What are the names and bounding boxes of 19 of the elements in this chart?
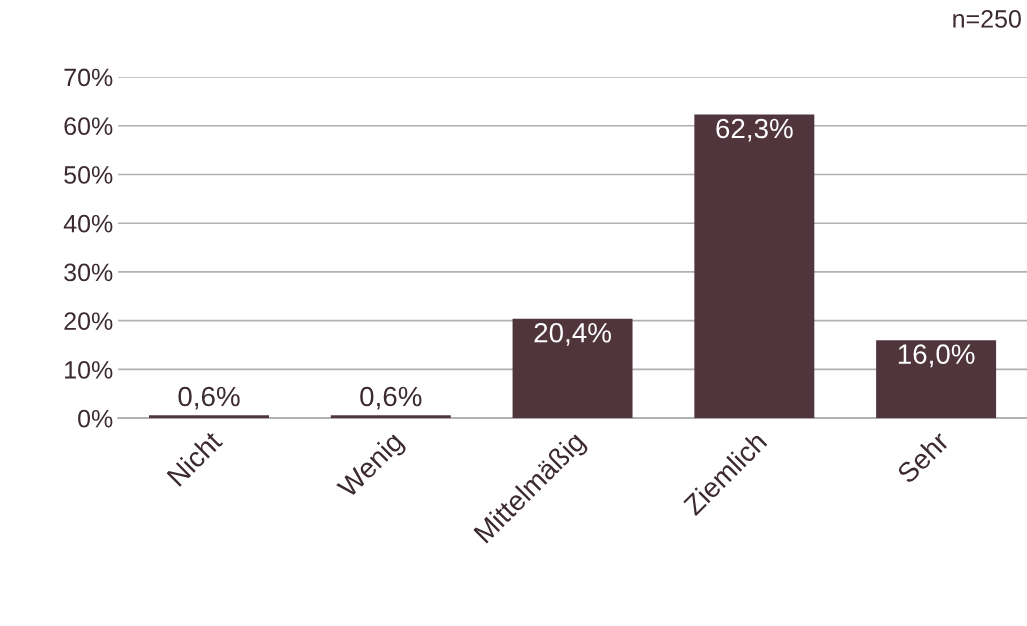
y-tick-label: 10%: [65, 361, 113, 379]
y-tick-label: 0%: [78, 409, 113, 428]
y-tick-label: 50%: [64, 166, 113, 184]
text: n=250: [953, 10, 1021, 28]
bar: [149, 415, 269, 419]
data-label: 0,6%: [360, 386, 422, 410]
y-tick-label: 60%: [64, 117, 113, 136]
bar: [512, 318, 633, 419]
y-tick-label: 40%: [63, 214, 113, 233]
data-label: 62,3%: [716, 118, 793, 142]
data-label: 0,6%: [178, 386, 240, 410]
data-label: 20,4%: [534, 322, 611, 346]
bar: [876, 340, 997, 419]
y-tick-label: 20%: [64, 312, 113, 330]
bar: [694, 114, 815, 419]
y-tick-label: 70%: [64, 68, 113, 87]
data-label: 16,0%: [898, 344, 975, 368]
y-tick-label: 30%: [64, 263, 113, 282]
bar: [330, 415, 451, 419]
